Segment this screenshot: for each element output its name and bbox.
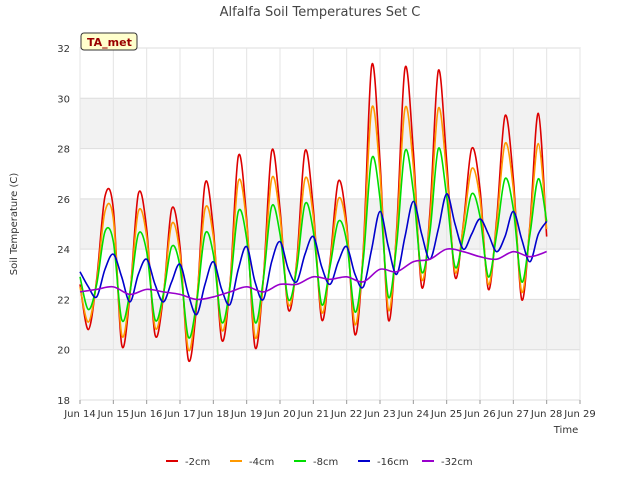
x-tick-label: Jun 27 <box>497 409 530 420</box>
x-axis-ticks: Jun 14 Jun 15 Jun 16 Jun 17 Jun 18 Jun 19 Jun … <box>63 400 596 420</box>
series-line-minus-8cm <box>79 147 548 339</box>
background-band <box>80 148 580 199</box>
x-tick-label: Jun 29 <box>563 409 596 420</box>
legend-label: -32cm <box>441 457 473 468</box>
y-tick-label: 28 <box>57 145 70 156</box>
y-tick-label: 32 <box>57 44 70 55</box>
ta-met-badge-label: TA_met <box>87 36 132 49</box>
background-band <box>80 198 580 250</box>
x-tick-label: Jun 25 <box>430 409 463 420</box>
y-tick-label: 22 <box>57 295 70 306</box>
background-band <box>80 48 580 99</box>
x-tick-label: Jun 19 <box>230 409 263 420</box>
y-axis-label: Soil Temperature (C) <box>9 173 20 276</box>
legend-label: -4cm <box>249 457 274 468</box>
background-band <box>80 349 580 400</box>
x-tick-label: Jun 16 <box>130 409 163 420</box>
x-tick-label: Jun 21 <box>297 409 330 420</box>
ta-met-badge-box <box>80 32 138 51</box>
series-lines <box>79 62 548 363</box>
background-band <box>80 98 580 149</box>
legend-label: -16cm <box>377 457 409 468</box>
x-tick-label: Jun 15 <box>97 409 130 420</box>
series-line-minus-32cm <box>79 248 547 301</box>
y-tick-label: 20 <box>57 346 70 357</box>
x-tick-label: Jun 18 <box>197 409 230 420</box>
x-tick-label: Jun 24 <box>397 409 430 420</box>
chart-title: Alfalfa Soil Temperatures Set C <box>220 5 421 20</box>
legend: -2cm -4cm -8cm -16cm -32cm <box>166 457 473 468</box>
x-tick-label: Jun 28 <box>530 409 563 420</box>
x-axis-label: Time <box>553 425 578 436</box>
y-axis-ticks: 18 20 22 24 26 28 30 32 <box>57 44 70 407</box>
x-tick-label: Jun 23 <box>363 409 396 420</box>
x-tick-label: Jun 22 <box>330 409 363 420</box>
legend-label: -2cm <box>185 457 210 468</box>
y-tick-label: 24 <box>57 245 70 256</box>
x-tick-label: Jun 14 <box>63 409 96 420</box>
x-tick-label: Jun 17 <box>163 409 196 420</box>
y-tick-label: 30 <box>57 94 70 105</box>
plot-background-bands <box>80 48 580 400</box>
x-tick-label: Jun 26 <box>463 409 496 420</box>
y-tick-label: 18 <box>57 396 70 407</box>
background-band <box>80 299 580 350</box>
x-tick-label: Jun 20 <box>263 409 296 420</box>
ta-met-badge: TA_met <box>80 32 138 51</box>
y-tick-label: 26 <box>57 195 70 206</box>
legend-label: -8cm <box>313 457 338 468</box>
